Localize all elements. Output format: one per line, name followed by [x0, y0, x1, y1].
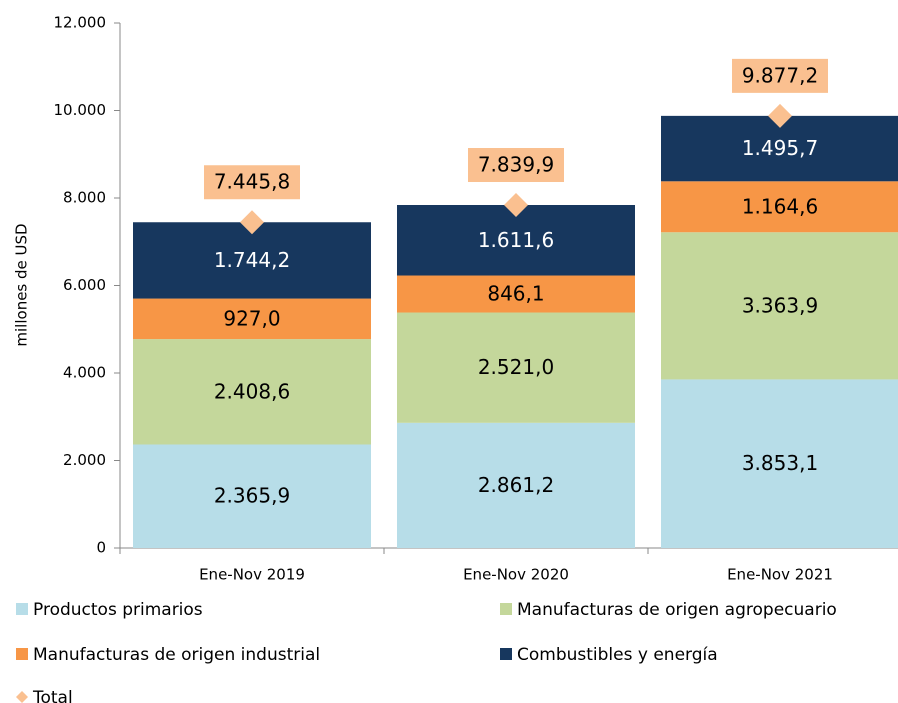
- y-tick-label: 4.000: [63, 364, 106, 382]
- bar-segment: [661, 379, 898, 548]
- bar-label: 846,1: [487, 282, 544, 306]
- total-marker: [768, 103, 792, 128]
- bar-label: 3.853,1: [742, 451, 818, 475]
- total-label: 9.877,2: [742, 63, 818, 87]
- bar-segment: [397, 275, 635, 313]
- total-label-box: [468, 148, 564, 183]
- legend-marker: [16, 603, 28, 615]
- total-label-box: [204, 165, 300, 200]
- bar-segment: [133, 444, 371, 548]
- x-tick-label: Ene-Nov 2019: [199, 566, 305, 584]
- bar-label: 1.495,7: [742, 136, 818, 160]
- bar-segment: [661, 181, 898, 233]
- legend-marker: [500, 603, 512, 615]
- x-tick-label: Ene-Nov 2021: [727, 566, 833, 584]
- y-tick-label: 10.000: [54, 101, 107, 119]
- total-label: 7.839,9: [478, 153, 554, 177]
- total-marker: [240, 210, 264, 235]
- legend-label: Productos primarios: [33, 600, 203, 620]
- legend-marker: [500, 648, 512, 660]
- y-axis-label: millones de USD: [13, 223, 31, 346]
- total-label-box: [732, 58, 828, 93]
- legend-label: Total: [32, 688, 73, 703]
- bar-label: 2.521,0: [478, 355, 554, 379]
- legend-marker: [16, 648, 28, 660]
- y-tick-label: 0: [96, 539, 106, 557]
- total-marker: [504, 193, 528, 218]
- bar-segment: [133, 339, 371, 445]
- y-tick-label: 12.000: [54, 14, 107, 32]
- legend-label: Manufacturas de origen industrial: [33, 645, 320, 665]
- bar-segment: [133, 222, 371, 299]
- bar-segment: [397, 422, 635, 548]
- legend-marker: [16, 691, 28, 703]
- bar-label: 1.744,2: [214, 248, 290, 272]
- bar-segment: [397, 312, 635, 423]
- bar-label: 3.363,9: [742, 293, 818, 317]
- bar-label: 1.611,6: [478, 228, 554, 252]
- legend-label: Manufacturas de origen agropecuario: [517, 600, 837, 620]
- bar-segment: [661, 232, 898, 380]
- bar-label: 2.861,2: [478, 473, 554, 497]
- y-tick-label: 8.000: [63, 189, 106, 207]
- y-tick-label: 2.000: [63, 451, 106, 469]
- bar-label: 1.164,6: [742, 194, 818, 218]
- y-tick-label: 6.000: [63, 276, 106, 294]
- bar-segment: [133, 298, 371, 340]
- x-tick-label: Ene-Nov 2020: [463, 566, 569, 584]
- bar-label: 2.365,9: [214, 484, 290, 508]
- bar-label: 2.408,6: [214, 379, 290, 403]
- legend-label: Combustibles y energía: [517, 645, 718, 665]
- bar-label: 927,0: [223, 306, 280, 330]
- total-label: 7.445,8: [214, 170, 290, 194]
